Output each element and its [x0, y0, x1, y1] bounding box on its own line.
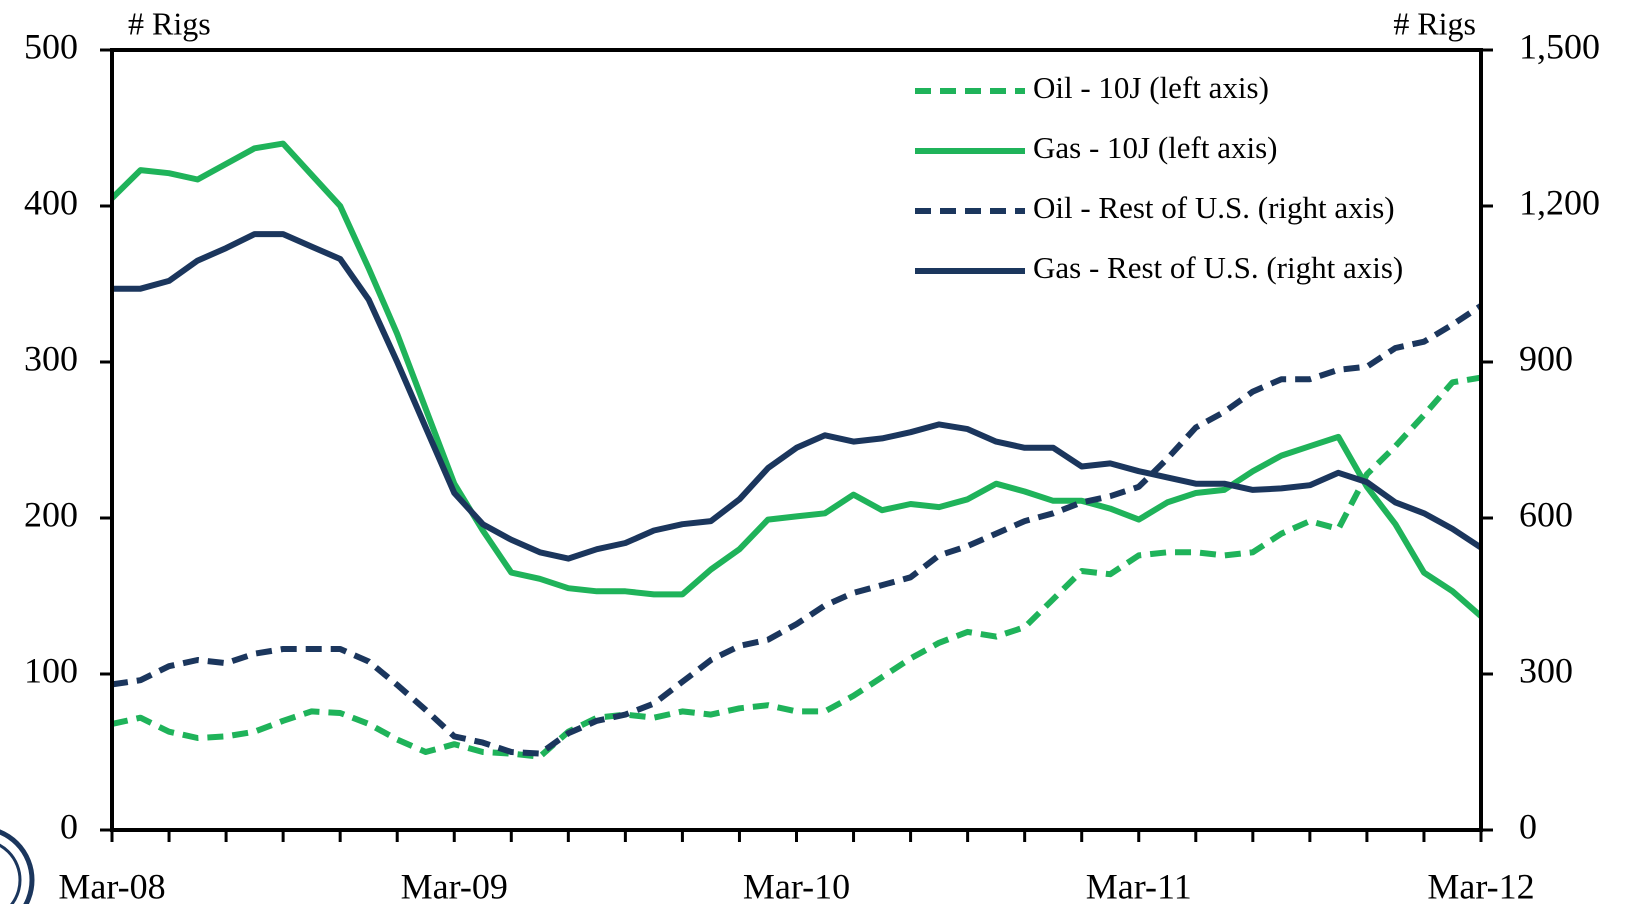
- y-tick-label: 300: [24, 338, 78, 378]
- series-line: [111, 374, 1482, 760]
- legend-label: Gas - Rest of U.S. (right axis): [1033, 250, 1403, 285]
- y2-tick-label: 0: [1519, 806, 1537, 846]
- x-tick-label: Mar-08: [58, 866, 165, 904]
- y-tick-label: 0: [60, 806, 78, 846]
- y-tick-label: 400: [24, 182, 78, 222]
- y2-tick-label: 300: [1519, 650, 1573, 690]
- y2-axis-title: # Rigs: [1393, 5, 1476, 41]
- y-tick-label: 100: [24, 650, 78, 690]
- legend-label: Gas - 10J (left axis): [1033, 130, 1278, 165]
- legend-label: Oil - Rest of U.S. (right axis): [1033, 190, 1395, 225]
- y2-tick-label: 1,500: [1519, 26, 1600, 66]
- series-line: [109, 140, 1483, 619]
- legend-label: Oil - 10J (left axis): [1033, 70, 1269, 105]
- x-tick-label: Mar-12: [1427, 866, 1534, 904]
- series-line: [111, 303, 1483, 757]
- y2-tick-label: 600: [1519, 494, 1573, 534]
- logo: [0, 829, 35, 904]
- series-line: [112, 231, 1483, 562]
- x-tick-label: Mar-11: [1086, 866, 1192, 904]
- x-tick-label: Mar-10: [743, 866, 850, 904]
- x-tick-label: Mar-09: [401, 866, 508, 904]
- plot-frame: [110, 48, 1483, 832]
- y-tick-label: 500: [24, 26, 78, 66]
- y-axis-title: # Rigs: [128, 5, 211, 41]
- y2-tick-label: 1,200: [1519, 182, 1600, 222]
- y-tick-label: 200: [24, 494, 78, 534]
- y2-tick-label: 900: [1519, 338, 1573, 378]
